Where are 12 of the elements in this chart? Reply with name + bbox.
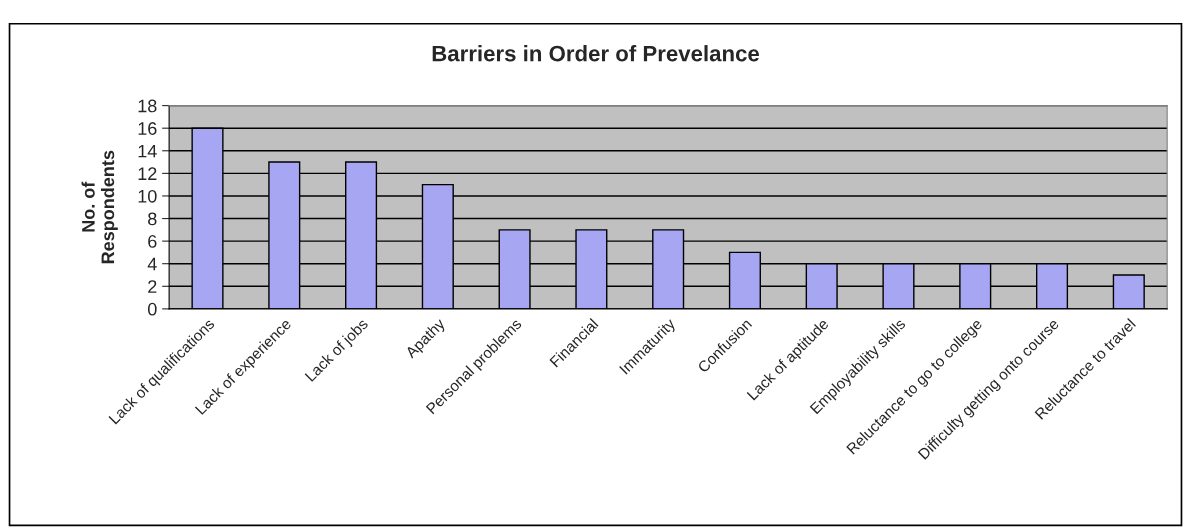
y-tick-label: 0 [147,302,157,316]
y-tick-label: 4 [147,257,157,271]
chart-title: Barriers in Order of Prevelance [432,45,760,62]
y-tick-label: 16 [138,122,157,135]
y-axis-title: No. of Respondents [81,150,118,264]
y-tick-label: 14 [138,144,157,158]
y-tick-label: 8 [148,212,157,226]
y-tick-label: 10 [138,189,157,203]
y-tick-label: 18 [138,99,157,113]
y-tick-label: 12 [138,167,157,180]
y-tick-label: 2 [148,280,157,293]
y-tick-label: 6 [148,235,157,248]
